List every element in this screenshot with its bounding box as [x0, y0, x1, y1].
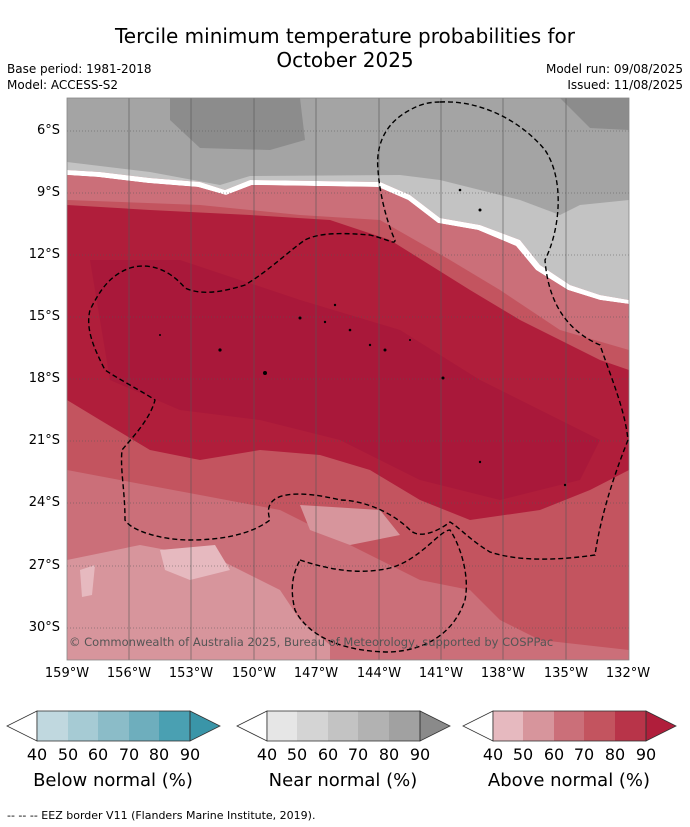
below-tick-60: 60	[87, 745, 109, 764]
colorbar-near-seg-1	[267, 711, 297, 741]
colorbar-above-arrow-right	[645, 710, 677, 742]
chart-title: Tercile minimum temperature probabilitie…	[0, 24, 690, 72]
colorbar-below-seg-3	[98, 711, 129, 741]
lat-label-9s: 9°S	[36, 185, 60, 200]
below-tick-80: 80	[148, 745, 170, 764]
lon-label-132w: 132°W	[605, 666, 651, 681]
near-tick-40: 40	[256, 745, 278, 764]
lat-label-24s: 24°S	[28, 495, 60, 510]
colorbar-near-seg-4	[358, 711, 389, 741]
above-normal-50-60-south	[67, 545, 330, 660]
issued-date: Issued: 11/08/2025	[567, 78, 683, 92]
near-normal-title: Near normal (%)	[268, 770, 418, 791]
lat-label-18s: 18°S	[28, 371, 60, 386]
colorbar-near-seg-5	[389, 711, 420, 741]
lat-gridlines	[67, 130, 629, 629]
model-run: Model run: 09/08/2025	[545, 62, 683, 76]
colorbar-near-normal	[236, 710, 451, 742]
colorbar-above-seg-1	[493, 711, 523, 741]
lat-label-21s: 21°S	[28, 433, 60, 448]
above-tick-70: 70	[573, 745, 595, 764]
above-tick-50: 50	[512, 745, 534, 764]
lon-label-144w: 144°W	[356, 666, 402, 681]
near-tick-70: 70	[347, 745, 369, 764]
above-normal-60-70-strip	[67, 175, 629, 350]
meta-left: Base period: 1981-2018 Model: ACCESS-S2	[7, 61, 152, 93]
above-tick-90: 90	[635, 745, 657, 764]
colorbar-below-seg-2	[68, 711, 98, 741]
near-tick-60: 60	[317, 745, 339, 764]
above-tick-60: 60	[543, 745, 565, 764]
near-normal-80-90-region	[170, 98, 305, 150]
lon-label-147w: 147°W	[293, 666, 339, 681]
colorbar-above-seg-5	[615, 711, 646, 741]
eez-footnote: -- -- -- EEZ border V11 (Flanders Marine…	[7, 809, 316, 822]
above-normal-title: Above normal (%)	[487, 770, 651, 791]
near-tick-80: 80	[378, 745, 400, 764]
lon-label-150w: 150°W	[231, 666, 277, 681]
below-tick-40: 40	[26, 745, 48, 764]
meta-right: Model run: 09/08/2025 Issued: 11/08/2025	[546, 61, 683, 93]
lat-label-12s: 12°S	[28, 247, 60, 262]
colorbar-below-frame	[36, 710, 191, 742]
colorbar-near-seg-2	[297, 711, 328, 741]
colorbar-below-seg-4	[129, 711, 159, 741]
colorbar-below-seg-1	[37, 711, 68, 741]
colorbar-near-frame	[266, 710, 421, 742]
lon-label-156w: 156°W	[106, 666, 152, 681]
lat-label-30s: 30°S	[28, 620, 60, 635]
below-tick-90: 90	[179, 745, 201, 764]
map-frame	[66, 97, 630, 661]
colorbar-near-arrow-right	[419, 710, 451, 742]
colorbar-below-normal	[6, 710, 221, 742]
above-tick-80: 80	[604, 745, 626, 764]
colorbar-below-arrow-right	[189, 710, 221, 742]
colorbar-near-arrow-left	[236, 710, 268, 742]
title-line-1: Tercile minimum temperature probabilitie…	[114, 24, 576, 48]
below-normal-title: Below normal (%)	[33, 770, 193, 791]
probability-field: © Commonwealth of Australia 2025, Bureau…	[67, 98, 629, 660]
colorbar-above-seg-4	[584, 711, 615, 741]
lat-label-6s: 6°S	[36, 123, 60, 138]
below-tick-70: 70	[118, 745, 140, 764]
eez-border-1	[88, 101, 629, 560]
near-tick-90: 90	[409, 745, 431, 764]
above-tick-40: 40	[482, 745, 504, 764]
title-line-2: October 2025	[276, 48, 414, 72]
near-tick-50: 50	[286, 745, 308, 764]
lon-gridlines	[128, 98, 567, 660]
below-tick-50: 50	[57, 745, 79, 764]
colorbar-above-seg-2	[523, 711, 554, 741]
lon-label-138w: 138°W	[480, 666, 526, 681]
base-period: Base period: 1981-2018	[7, 62, 152, 76]
above-normal-90-core	[90, 260, 600, 500]
lat-label-15s: 15°S	[28, 309, 60, 324]
above-normal-50-60-patch	[300, 505, 400, 545]
eez-border-2	[291, 529, 467, 653]
colorbar-below-arrow-left	[6, 710, 38, 742]
colorbar-below-seg-5	[159, 711, 190, 741]
colorbar-above-normal	[462, 710, 677, 742]
model-name: Model: ACCESS-S2	[7, 78, 119, 92]
low-confidence-gap	[67, 170, 629, 304]
colorbar-above-frame	[492, 710, 647, 742]
above-normal-40-50-patch	[160, 545, 230, 580]
copyright-text: © Commonwealth of Australia 2025, Bureau…	[69, 635, 553, 649]
lon-label-159w: 159°W	[44, 666, 90, 681]
colorbar-above-arrow-left	[462, 710, 494, 742]
colorbar-above-seg-3	[554, 711, 584, 741]
lon-label-135w: 135°W	[543, 666, 589, 681]
lon-label-141w: 141°W	[418, 666, 464, 681]
lon-label-153w: 153°W	[168, 666, 214, 681]
islands	[159, 188, 567, 487]
colorbar-near-seg-3	[328, 711, 358, 741]
lat-label-27s: 27°S	[28, 558, 60, 573]
near-normal-80-90-patch	[560, 98, 629, 130]
above-normal-40-50-sliver	[80, 565, 95, 597]
